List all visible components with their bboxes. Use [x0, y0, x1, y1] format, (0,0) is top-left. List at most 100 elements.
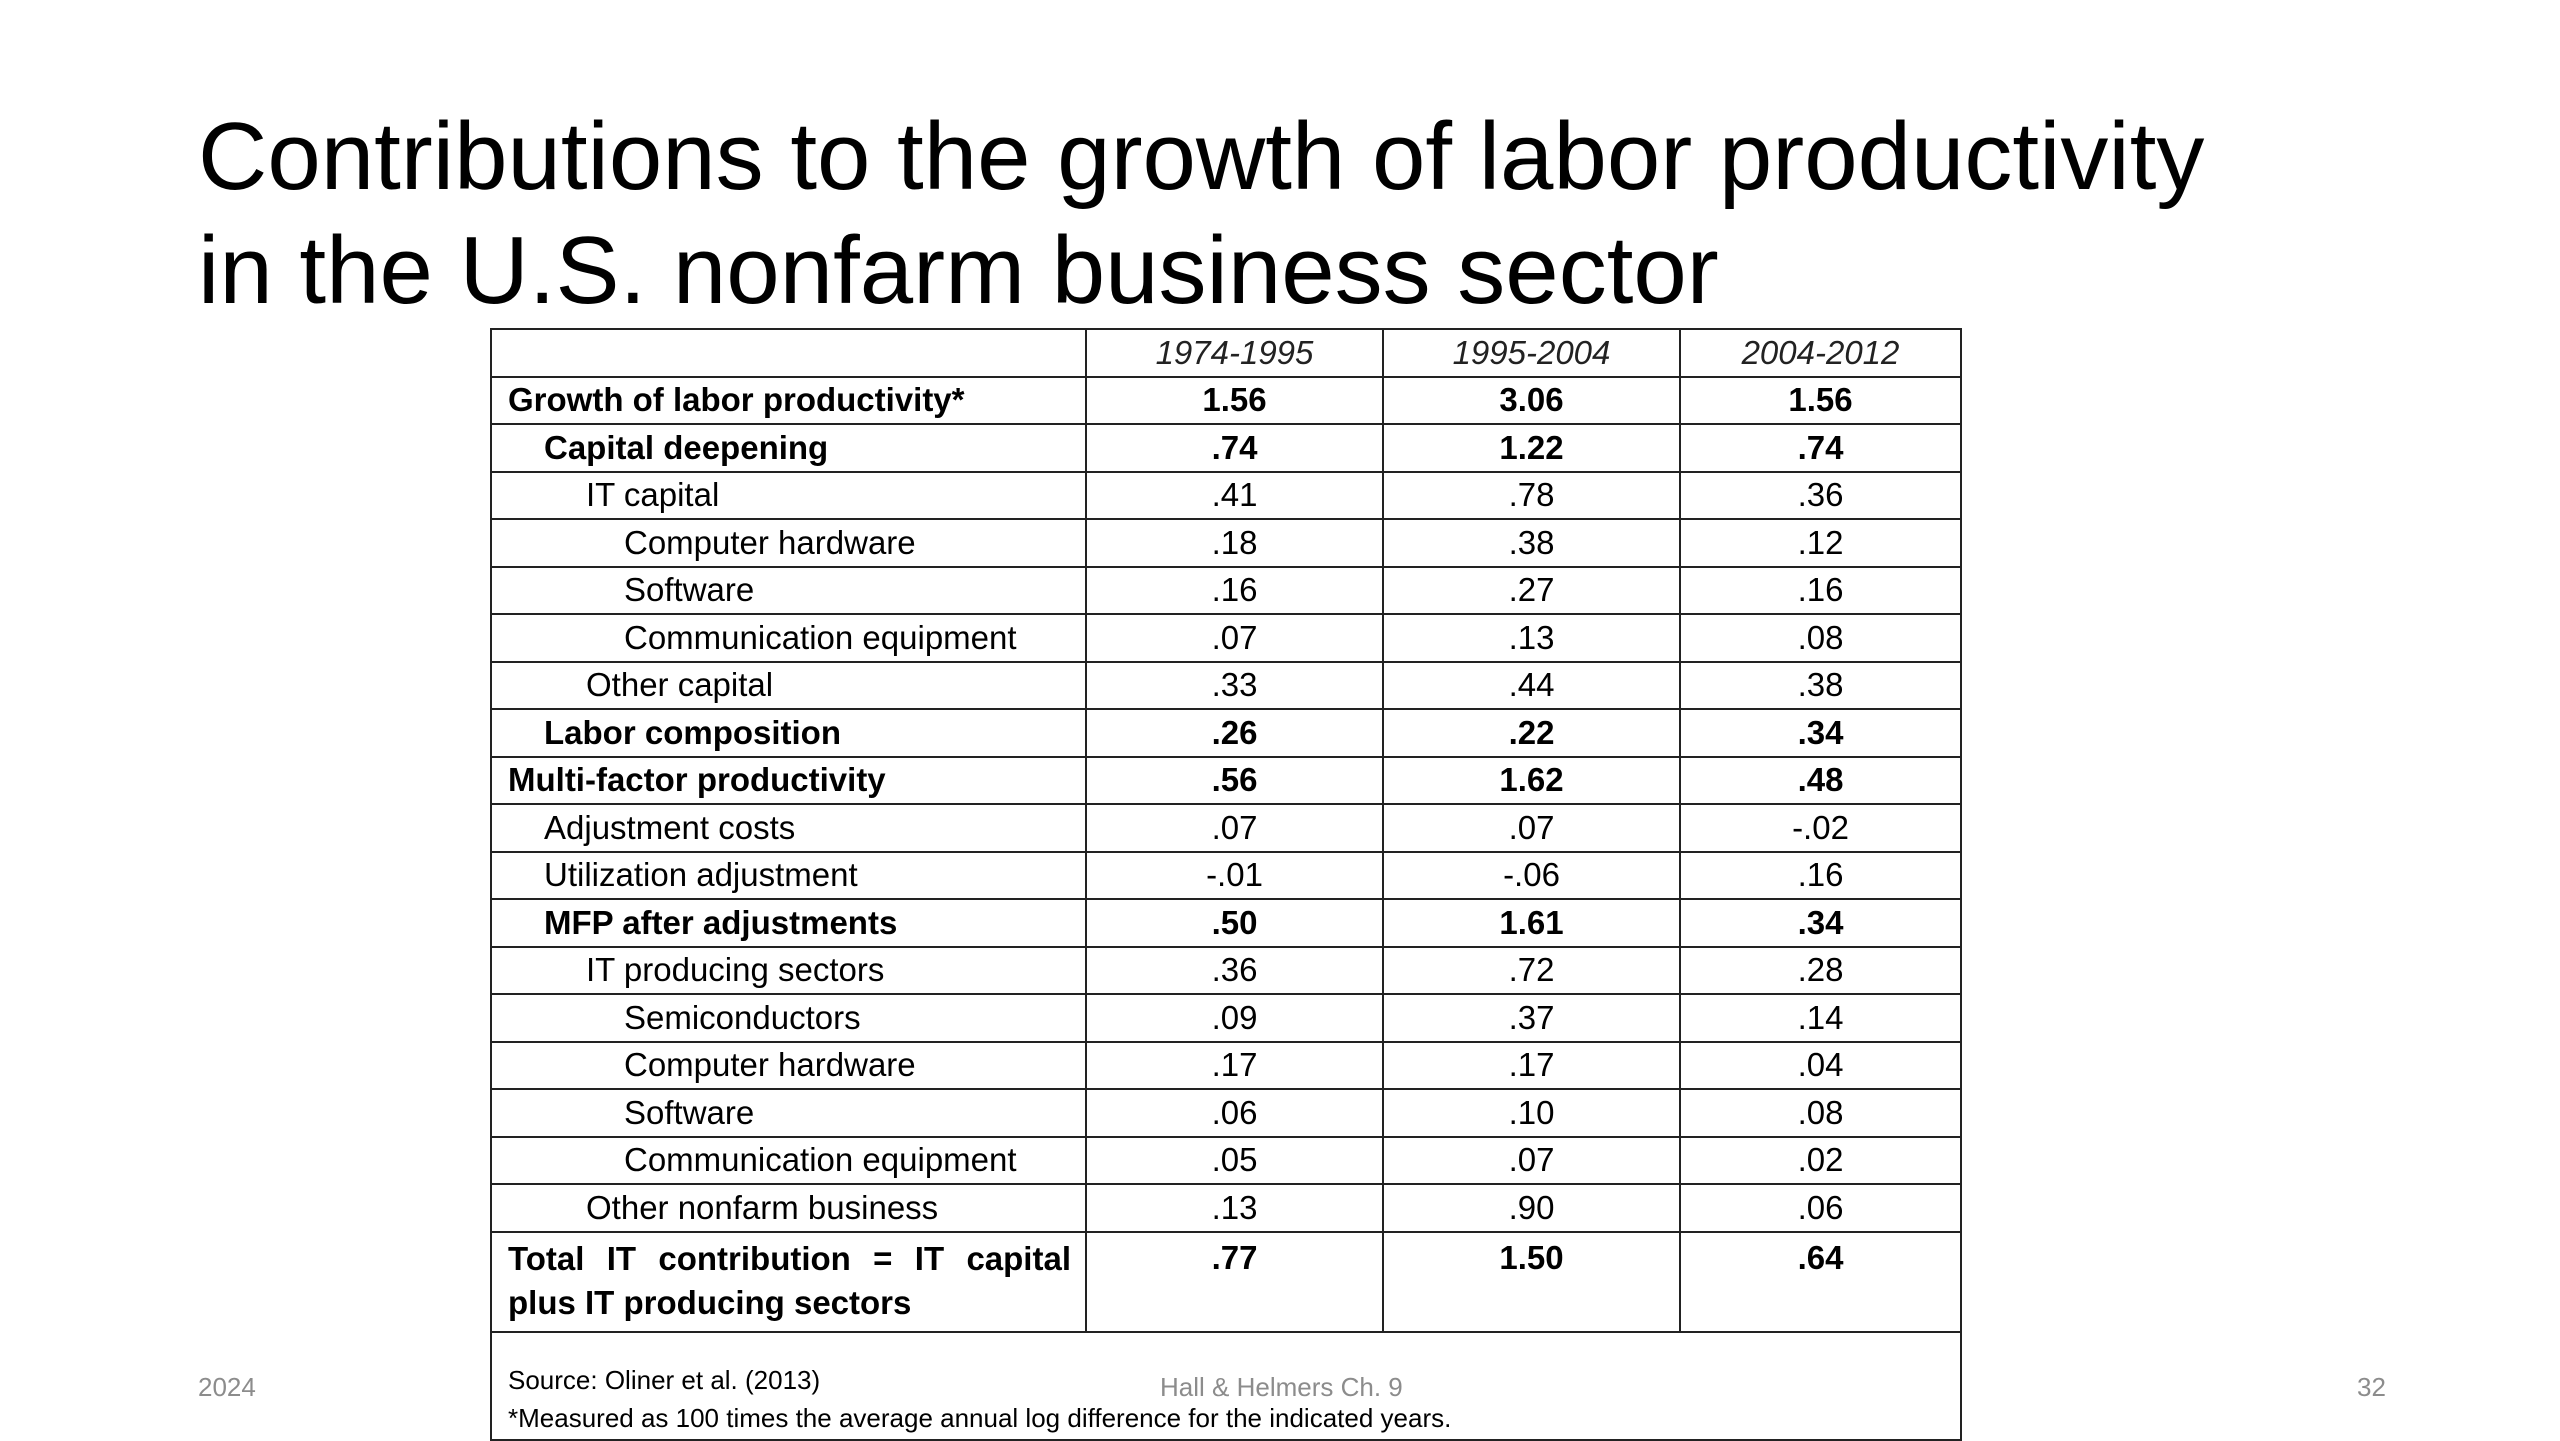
table-row: Semiconductors .09 .37 .14 [490, 993, 1962, 1043]
row-value: .36 [1085, 945, 1384, 995]
row-value: .13 [1085, 1183, 1384, 1233]
table-row: IT producing sectors .36 .72 .28 [490, 945, 1962, 995]
table-row: Labor composition .26 .22 .34 [490, 708, 1962, 758]
row-label: Capital deepening [490, 423, 1087, 473]
footer-center-text: Hall & Helmers Ch. 9 [1160, 1372, 1403, 1402]
table-row: Multi-factor productivity .56 1.62 .48 [490, 755, 1962, 805]
row-value: .16 [1679, 850, 1962, 900]
row-value: .48 [1679, 755, 1962, 805]
row-value: -.02 [1679, 803, 1962, 853]
row-value: .16 [1679, 565, 1962, 615]
row-label: IT producing sectors [490, 945, 1087, 995]
row-value: .04 [1679, 1040, 1962, 1090]
row-label: Total IT contribution = IT capital plus … [490, 1230, 1087, 1333]
table-row: IT capital .41 .78 .36 [490, 470, 1962, 520]
row-value: .38 [1382, 518, 1681, 568]
table-row-total: Total IT contribution = IT capital plus … [490, 1230, 1962, 1333]
row-value: .14 [1679, 993, 1962, 1043]
row-value: 1.56 [1679, 375, 1962, 425]
row-value: .05 [1085, 1135, 1384, 1185]
row-value: 1.56 [1085, 375, 1384, 425]
row-label: Communication equipment [490, 613, 1087, 663]
source-note: Source: Oliner et al. (2013) [508, 1364, 821, 1395]
row-value: .16 [1085, 565, 1384, 615]
page-number: 32 [2357, 1372, 2386, 1402]
row-value: 1.22 [1382, 423, 1681, 473]
row-value: .06 [1085, 1088, 1384, 1138]
table-row: Adjustment costs .07 .07 -.02 [490, 803, 1962, 853]
row-label: Adjustment costs [490, 803, 1087, 853]
row-value: .08 [1679, 613, 1962, 663]
row-value: .77 [1085, 1230, 1384, 1333]
productivity-table-container: 1974-1995 1995-2004 2004-2012 Growth of … [490, 328, 1962, 1441]
table-row: Capital deepening .74 1.22 .74 [490, 423, 1962, 473]
row-value: .17 [1382, 1040, 1681, 1090]
row-value: .44 [1382, 660, 1681, 710]
table-row: Computer hardware .17 .17 .04 [490, 1040, 1962, 1090]
row-value: .56 [1085, 755, 1384, 805]
table-row: Other nonfarm business .13 .90 .06 [490, 1183, 1962, 1233]
footer-date: 2024 [198, 1372, 256, 1402]
row-value: .50 [1085, 898, 1384, 948]
row-value: .08 [1679, 1088, 1962, 1138]
table-row: Growth of labor productivity* 1.56 3.06 … [490, 375, 1962, 425]
row-value: 1.50 [1382, 1230, 1681, 1333]
row-label: Software [490, 565, 1087, 615]
row-value: .07 [1085, 613, 1384, 663]
row-value: .07 [1085, 803, 1384, 853]
row-value: .41 [1085, 470, 1384, 520]
title-line-2: in the U.S. nonfarm business sector [198, 217, 1719, 324]
title-line-1: Contributions to the growth of labor pro… [198, 103, 2205, 210]
row-value: .74 [1085, 423, 1384, 473]
table-row: Other capital .33 .44 .38 [490, 660, 1962, 710]
productivity-table: 1974-1995 1995-2004 2004-2012 Growth of … [490, 328, 1962, 1441]
header-row: 1974-1995 1995-2004 2004-2012 [490, 328, 1962, 378]
table-row: Communication equipment .05 .07 .02 [490, 1135, 1962, 1185]
row-label: MFP after adjustments [490, 898, 1087, 948]
row-value: .09 [1085, 993, 1384, 1043]
row-value: .27 [1382, 565, 1681, 615]
row-value: .18 [1085, 518, 1384, 568]
row-value: .37 [1382, 993, 1681, 1043]
table-row: Utilization adjustment -.01 -.06 .16 [490, 850, 1962, 900]
row-value: -.01 [1085, 850, 1384, 900]
row-value: 1.62 [1382, 755, 1681, 805]
row-value: .34 [1679, 898, 1962, 948]
table-row: Software .16 .27 .16 [490, 565, 1962, 615]
row-value: 3.06 [1382, 375, 1681, 425]
row-value: .74 [1679, 423, 1962, 473]
row-label: Software [490, 1088, 1087, 1138]
row-value: .78 [1382, 470, 1681, 520]
row-value: .28 [1679, 945, 1962, 995]
row-value: .22 [1382, 708, 1681, 758]
row-value: .07 [1382, 1135, 1681, 1185]
table-row: MFP after adjustments .50 1.61 .34 [490, 898, 1962, 948]
header-label-cell [490, 328, 1087, 378]
row-label: Semiconductors [490, 993, 1087, 1043]
row-value: .06 [1679, 1183, 1962, 1233]
row-label: Multi-factor productivity [490, 755, 1087, 805]
table-row: Communication equipment .07 .13 .08 [490, 613, 1962, 663]
row-value: .36 [1679, 470, 1962, 520]
row-label: Utilization adjustment [490, 850, 1087, 900]
row-value: .10 [1382, 1088, 1681, 1138]
table-notes: Source: Oliner et al. (2013) *Measured a… [490, 1330, 1962, 1441]
row-value: .90 [1382, 1183, 1681, 1233]
row-label: Computer hardware [490, 1040, 1087, 1090]
row-value: -.06 [1382, 850, 1681, 900]
row-value: .07 [1382, 803, 1681, 853]
row-label: Communication equipment [490, 1135, 1087, 1185]
row-label: Growth of labor productivity* [490, 375, 1087, 425]
row-label: Other nonfarm business [490, 1183, 1087, 1233]
row-value: .02 [1679, 1135, 1962, 1185]
row-value: .13 [1382, 613, 1681, 663]
table-row: Computer hardware .18 .38 .12 [490, 518, 1962, 568]
row-label: IT capital [490, 470, 1087, 520]
row-value: .64 [1679, 1230, 1962, 1333]
row-value: .17 [1085, 1040, 1384, 1090]
row-value: .38 [1679, 660, 1962, 710]
row-value: .26 [1085, 708, 1384, 758]
row-value: .72 [1382, 945, 1681, 995]
slide-title: Contributions to the growth of labor pro… [198, 100, 2448, 328]
table-notes-row: Source: Oliner et al. (2013) *Measured a… [490, 1330, 1962, 1441]
